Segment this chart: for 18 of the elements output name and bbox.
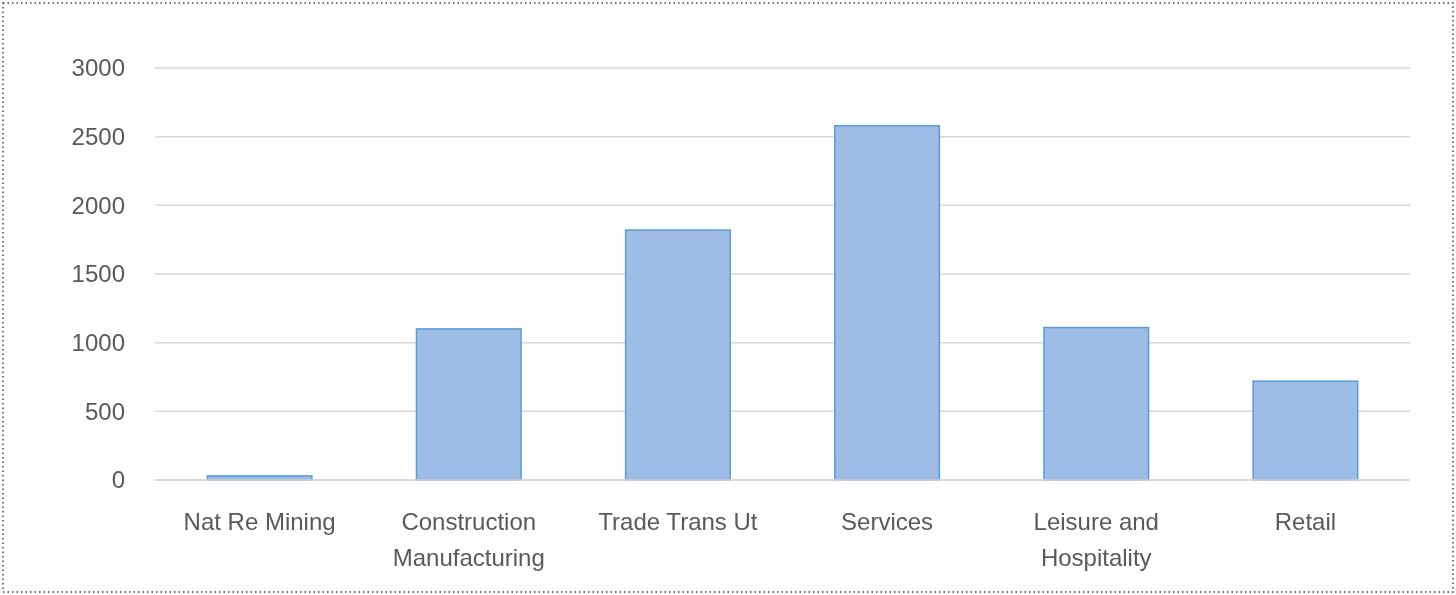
y-tick-label: 2500 xyxy=(71,123,125,151)
y-tick-label: 1500 xyxy=(71,260,125,288)
bar xyxy=(1043,326,1150,481)
x-tick-label: Retail xyxy=(1274,508,1337,535)
x-tick-label: Nat Re Mining xyxy=(183,508,336,535)
y-tick-label: 3000 xyxy=(71,54,125,82)
x-tick-label: Construction Manufacturing xyxy=(392,508,545,571)
x-tick-label: Trade Trans Ut xyxy=(598,508,758,535)
y-tick-label: 1000 xyxy=(71,329,125,357)
x-tick-label: Services xyxy=(841,508,934,535)
bar xyxy=(1252,380,1359,481)
y-tick-label: 500 xyxy=(84,397,125,425)
bar xyxy=(834,124,941,481)
x-tick-label: Leisure and Hospitality xyxy=(1033,508,1159,571)
bar xyxy=(415,328,522,481)
bar xyxy=(624,229,731,481)
y-tick-label: 0 xyxy=(111,466,125,494)
y-tick-label: 2000 xyxy=(71,191,125,219)
